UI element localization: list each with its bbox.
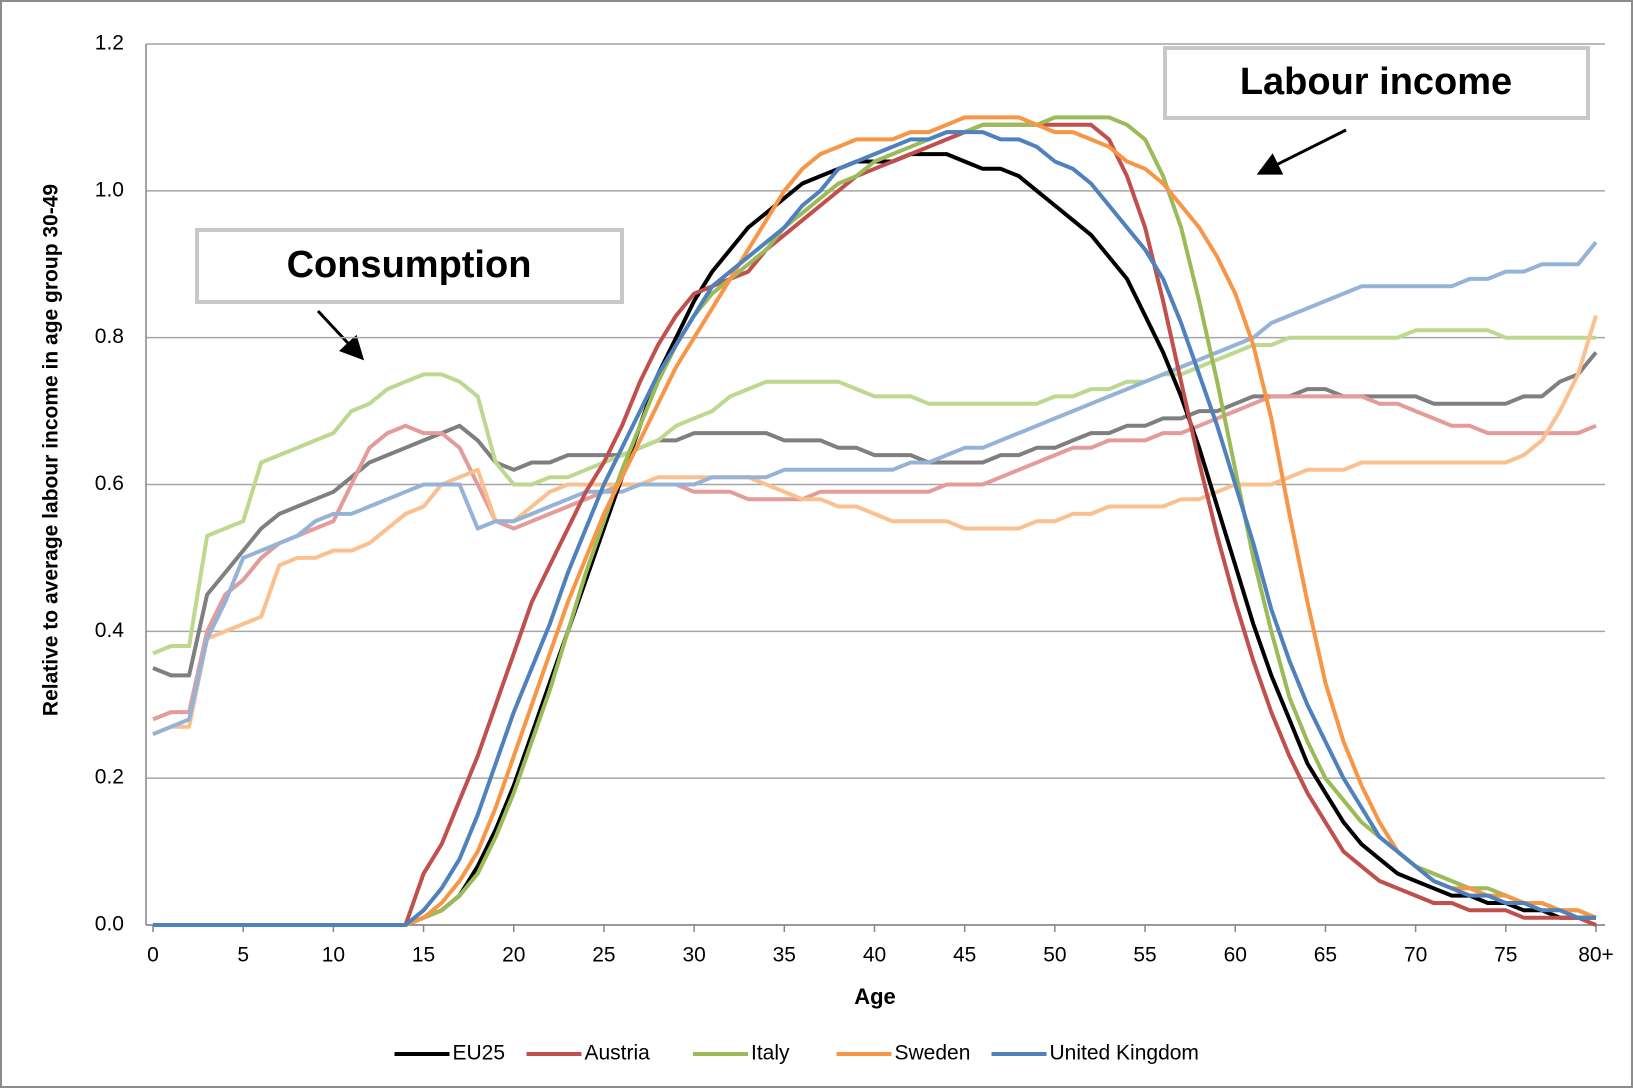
legend-label: EU25 <box>453 1042 506 1065</box>
legend-label: United Kingdom <box>1050 1042 1199 1065</box>
y-tick-label: 1.2 <box>95 32 124 55</box>
x-tick-label: 55 <box>1133 944 1156 967</box>
x-tick-label: 60 <box>1224 944 1247 967</box>
x-tick-label: 0 <box>147 944 159 967</box>
consumption-line <box>152 240 1598 736</box>
y-tick-label: 0.6 <box>95 472 124 495</box>
x-axis-label: Age <box>854 984 896 1009</box>
y-tick-label: 0.0 <box>95 913 124 936</box>
annotation: Labour income <box>1240 61 1512 103</box>
x-tick-label: 35 <box>773 944 796 967</box>
y-axis-label: Relative to average labour income in age… <box>40 184 63 716</box>
x-tick-label: 75 <box>1494 944 1517 967</box>
x-tick-label: 30 <box>682 944 705 967</box>
x-tick-label: 40 <box>863 944 886 967</box>
y-tick-label: 0.8 <box>95 325 124 348</box>
x-tick-label: 80+ <box>1578 944 1614 967</box>
annotation-box <box>195 228 624 304</box>
annotation-arrow <box>1256 128 1347 175</box>
annotation-box <box>1163 46 1590 120</box>
x-tick-label: 15 <box>412 944 435 967</box>
x-tick-label: 20 <box>502 944 525 967</box>
x-tick-label: 10 <box>322 944 345 967</box>
legend-label: Austria <box>585 1042 651 1065</box>
legend: EU25 Austria Italy Sweden United Kingdom <box>394 1042 1199 1065</box>
y-tick-label: 0.2 <box>95 766 124 789</box>
x-tick-label: 65 <box>1314 944 1337 967</box>
consumption-line <box>152 328 1596 656</box>
y-tick-label: 0.4 <box>95 619 125 642</box>
consumption-line <box>152 394 1597 722</box>
y-tick-label: 1.0 <box>95 178 124 201</box>
consumption-line <box>152 315 1598 736</box>
x-tick-label: 5 <box>237 944 249 967</box>
legend-label: Italy <box>751 1042 790 1065</box>
x-tick-label: 50 <box>1043 944 1066 967</box>
labour-income-line <box>153 130 1596 927</box>
annotation: Consumption <box>287 244 532 286</box>
x-tick-label: 25 <box>592 944 615 967</box>
plot-area: 0.0 0.2 0.4 0.6 0.8 1.0 1.2 0 5 10 15 20 25 30 35 40 45 5… <box>95 32 1614 967</box>
x-tick-label: 70 <box>1404 944 1427 967</box>
legend-label: Sweden <box>895 1042 971 1065</box>
x-tick-label: 45 <box>953 944 976 967</box>
annotation-arrow <box>316 309 365 361</box>
